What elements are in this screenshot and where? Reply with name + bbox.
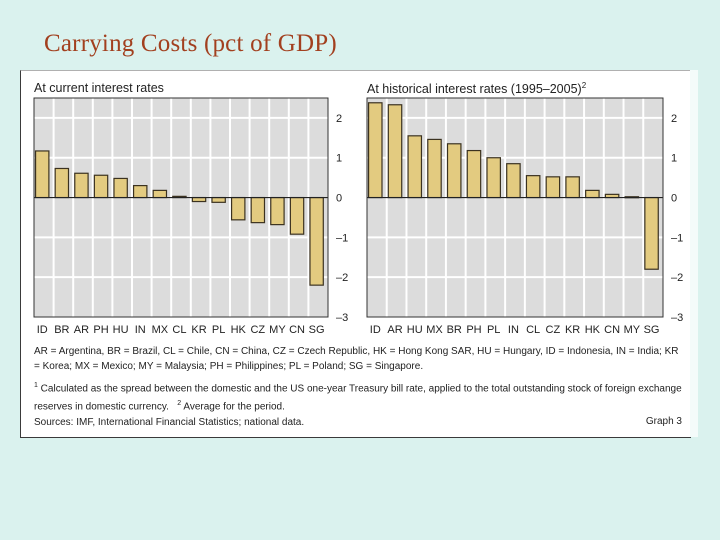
right-bar-hk xyxy=(585,189,600,199)
footnotes: 1 Calculated as the spread between the d… xyxy=(34,379,684,415)
left-ytick-label: –3 xyxy=(336,312,348,324)
right-category-label: IN xyxy=(508,324,519,336)
right-ytick-label: 0 xyxy=(671,193,677,205)
right-panel-title-superscript: 2 xyxy=(581,81,587,90)
right-category-label: BR xyxy=(447,324,462,336)
left-category-label: AR xyxy=(74,324,89,336)
right-ytick-label: –2 xyxy=(671,272,683,284)
left-bar-in xyxy=(132,184,148,199)
left-bar-mx xyxy=(152,189,168,199)
right-bar-br xyxy=(446,143,462,199)
left-ytick-label: 0 xyxy=(336,193,342,205)
right-ytick-label: –1 xyxy=(671,232,683,244)
right-category-label: ID xyxy=(370,324,381,336)
right-category-label: CN xyxy=(604,324,620,336)
left-category-label: SG xyxy=(309,324,325,336)
right-category-label: KR xyxy=(565,324,580,336)
slide-title: Carrying Costs (pct of GDP) xyxy=(44,30,337,57)
right-bar-ar xyxy=(387,104,403,199)
left-bar-hk xyxy=(230,196,246,221)
left-ytick-label: 1 xyxy=(336,153,342,165)
right-bar-cl xyxy=(525,175,541,199)
left-category-label: IN xyxy=(135,324,146,336)
right-panel-title: At historical interest rates (1995–2005)… xyxy=(367,81,586,96)
right-bar-hu xyxy=(407,135,423,199)
left-bar-ph xyxy=(93,174,109,199)
left-bar-cn xyxy=(289,196,305,235)
right-bar-kr xyxy=(565,176,580,199)
right-category-label: SG xyxy=(644,324,660,336)
left-panel-title: At current interest rates xyxy=(34,81,164,95)
left-category-label: CN xyxy=(289,324,305,336)
left-bar-id xyxy=(34,150,50,199)
left-bar-pl xyxy=(211,196,226,203)
right-bar-ph xyxy=(466,149,482,199)
left-bar-my xyxy=(270,196,285,226)
right-category-label: PH xyxy=(466,324,481,336)
left-category-label: PL xyxy=(212,324,225,336)
left-ytick-label: 2 xyxy=(336,113,342,125)
right-category-label: AR xyxy=(387,324,402,336)
footnote1-text: Calculated as the spread between the dom… xyxy=(34,383,682,413)
footnote2-text: Average for the period. xyxy=(181,401,285,413)
right-bar-mx xyxy=(427,138,442,199)
footnote1-marker: 1 xyxy=(34,382,38,389)
sources-note: Sources: IMF, International Financial St… xyxy=(34,417,305,428)
right-category-label: PL xyxy=(487,324,500,336)
left-category-label: KR xyxy=(191,324,206,336)
left-plot-border xyxy=(33,97,329,318)
right-category-label: HU xyxy=(407,324,423,336)
left-bar-br xyxy=(54,167,70,199)
right-ytick-label: 1 xyxy=(671,153,677,165)
right-bar-id xyxy=(367,102,383,199)
right-ytick-label: –3 xyxy=(671,312,683,324)
left-category-label: CL xyxy=(172,324,186,336)
frame-edge-strip xyxy=(690,70,698,437)
right-category-label: CL xyxy=(526,324,540,336)
left-bar-cz xyxy=(250,196,266,224)
right-panel-title-text: At historical interest rates (1995–2005) xyxy=(367,82,582,97)
left-category-label: BR xyxy=(54,324,69,336)
right-category-label: MX xyxy=(426,324,443,336)
right-ytick-label: 2 xyxy=(671,113,677,125)
charts-svg: 210–1–2–3ID BR AR PH HU IN MX CL KR PL HK CZ MY CN SG2… xyxy=(33,97,683,336)
left-category-label: HK xyxy=(231,324,247,336)
footnote2-marker: 2 xyxy=(177,399,182,407)
right-plot-area xyxy=(367,98,663,317)
left-panel-title-text: At current interest rates xyxy=(34,81,164,95)
left-category-label: HU xyxy=(113,324,129,336)
right-plot-border xyxy=(366,97,664,318)
left-bar-sg xyxy=(309,196,324,286)
right-bar-cz xyxy=(545,176,561,199)
left-bar-ar xyxy=(74,172,89,199)
left-ytick-label: –1 xyxy=(336,232,348,244)
left-category-label: CZ xyxy=(250,324,265,336)
graph-frame: At current interest rates At historical … xyxy=(20,70,691,438)
right-category-label: HK xyxy=(585,324,601,336)
right-category-label: MY xyxy=(624,324,641,336)
right-bar-pl xyxy=(486,157,501,199)
left-bar-hu xyxy=(113,177,128,199)
right-bar-in xyxy=(506,163,521,199)
left-category-label: ID xyxy=(37,324,48,336)
right-bar-sg xyxy=(644,196,659,270)
left-ytick-label: –2 xyxy=(336,272,348,284)
abbreviations-note: AR = Argentina, BR = Brazil, CL = Chile,… xyxy=(34,346,679,372)
left-category-label: PH xyxy=(93,324,108,336)
right-category-label: CZ xyxy=(546,324,561,336)
left-category-label: MY xyxy=(269,324,286,336)
graph-label: Graph 3 xyxy=(645,416,682,427)
left-category-label: MX xyxy=(152,324,169,336)
